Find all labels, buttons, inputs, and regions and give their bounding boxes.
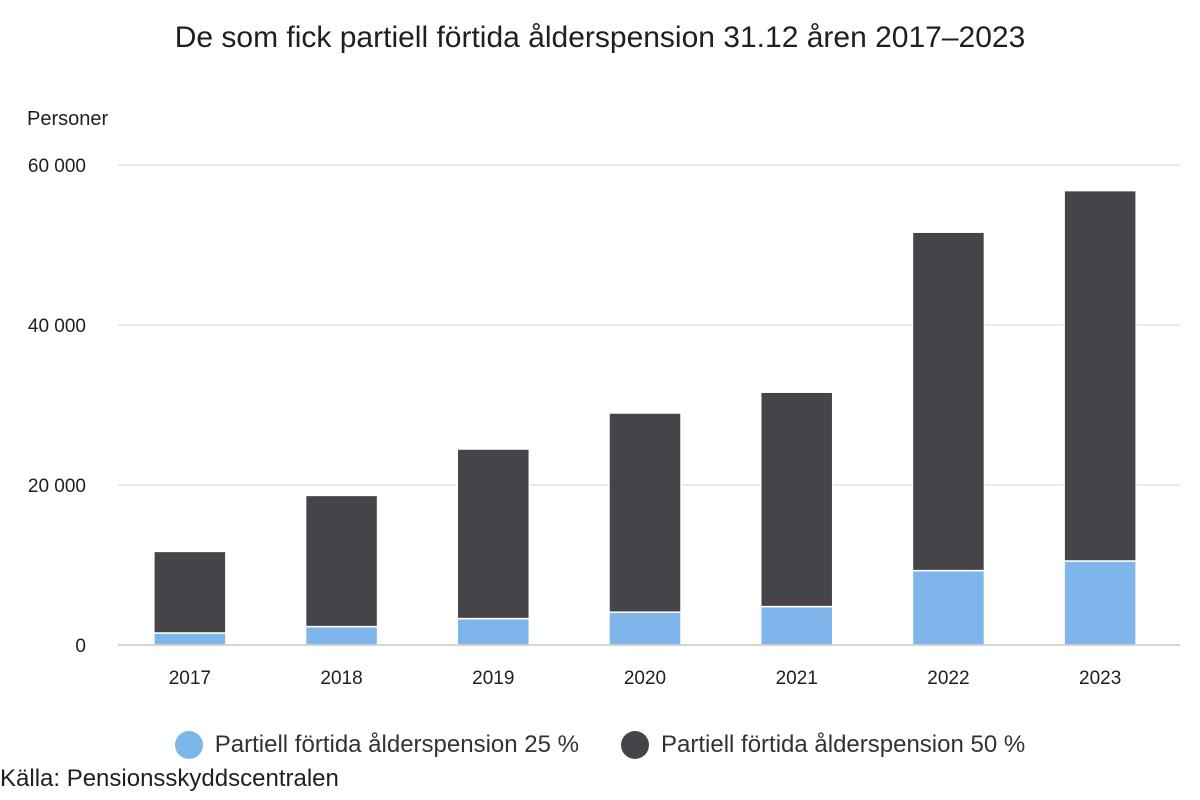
bar-segment-2020-series-1 <box>608 611 682 646</box>
x-tick-label: 2022 <box>927 668 969 689</box>
y-tick-label: 60 000 <box>28 156 86 177</box>
legend: Partiell förtida ålderspension 25 % Part… <box>0 727 1200 763</box>
bar-segment-2022-series-1 <box>911 569 986 646</box>
legend-item-25-percent: Partiell förtida ålderspension 25 % <box>174 731 579 759</box>
bar-segment-2017-series-2 <box>153 550 227 634</box>
x-tick-label: 2023 <box>1079 668 1121 689</box>
chart-title: De som fick partiell förtida ålderspensi… <box>175 21 1026 54</box>
bar-segment-2023-series-2 <box>1063 189 1137 562</box>
legend-swatch-25-percent-icon <box>174 731 203 759</box>
bar-segment-2020-series-2 <box>608 412 682 613</box>
legend-item-50-percent: Partiell förtida ålderspension 50 % <box>621 731 1025 759</box>
bar-segment-2022-series-2 <box>911 231 986 572</box>
legend-label-25-percent: Partiell förtida ålderspension 25 % <box>214 731 579 758</box>
bar-segment-2019-series-1 <box>456 617 531 646</box>
bar-segment-2019-series-2 <box>456 448 531 620</box>
bar-segment-2021-series-2 <box>759 391 834 608</box>
y-tick-label: 40 000 <box>28 316 86 337</box>
x-tick-label: 2020 <box>624 668 666 689</box>
bar-segment-2017-series-1 <box>153 632 227 646</box>
y-axis-unit-label: Personer <box>27 108 108 130</box>
bar-segment-2018-series-2 <box>304 494 379 628</box>
legend-label-50-percent: Partiell förtida ålderspension 50 % <box>661 731 1026 758</box>
bars <box>153 189 1137 646</box>
legend-swatch-50-percent-icon <box>621 731 649 759</box>
x-tick-label: 2019 <box>472 668 514 689</box>
bar-segment-2023-series-1 <box>1063 560 1137 646</box>
axes: 0 20 000 40 000 60 000 2017 2018 2019 2020 2021 2… <box>28 156 1180 689</box>
y-tick-label: 0 <box>75 636 86 657</box>
x-tick-label: 2018 <box>320 668 362 689</box>
stacked-bar-chart: De som fick partiell förtida ålderspensi… <box>27 21 1180 689</box>
bar-segment-2021-series-1 <box>759 605 834 646</box>
bar-segment-2018-series-1 <box>304 625 379 646</box>
source-note: Källa: Pensionsskyddscentralen <box>0 765 339 792</box>
x-tick-label: 2017 <box>169 668 211 689</box>
y-tick-label: 20 000 <box>28 476 86 497</box>
x-tick-label: 2021 <box>776 668 818 689</box>
